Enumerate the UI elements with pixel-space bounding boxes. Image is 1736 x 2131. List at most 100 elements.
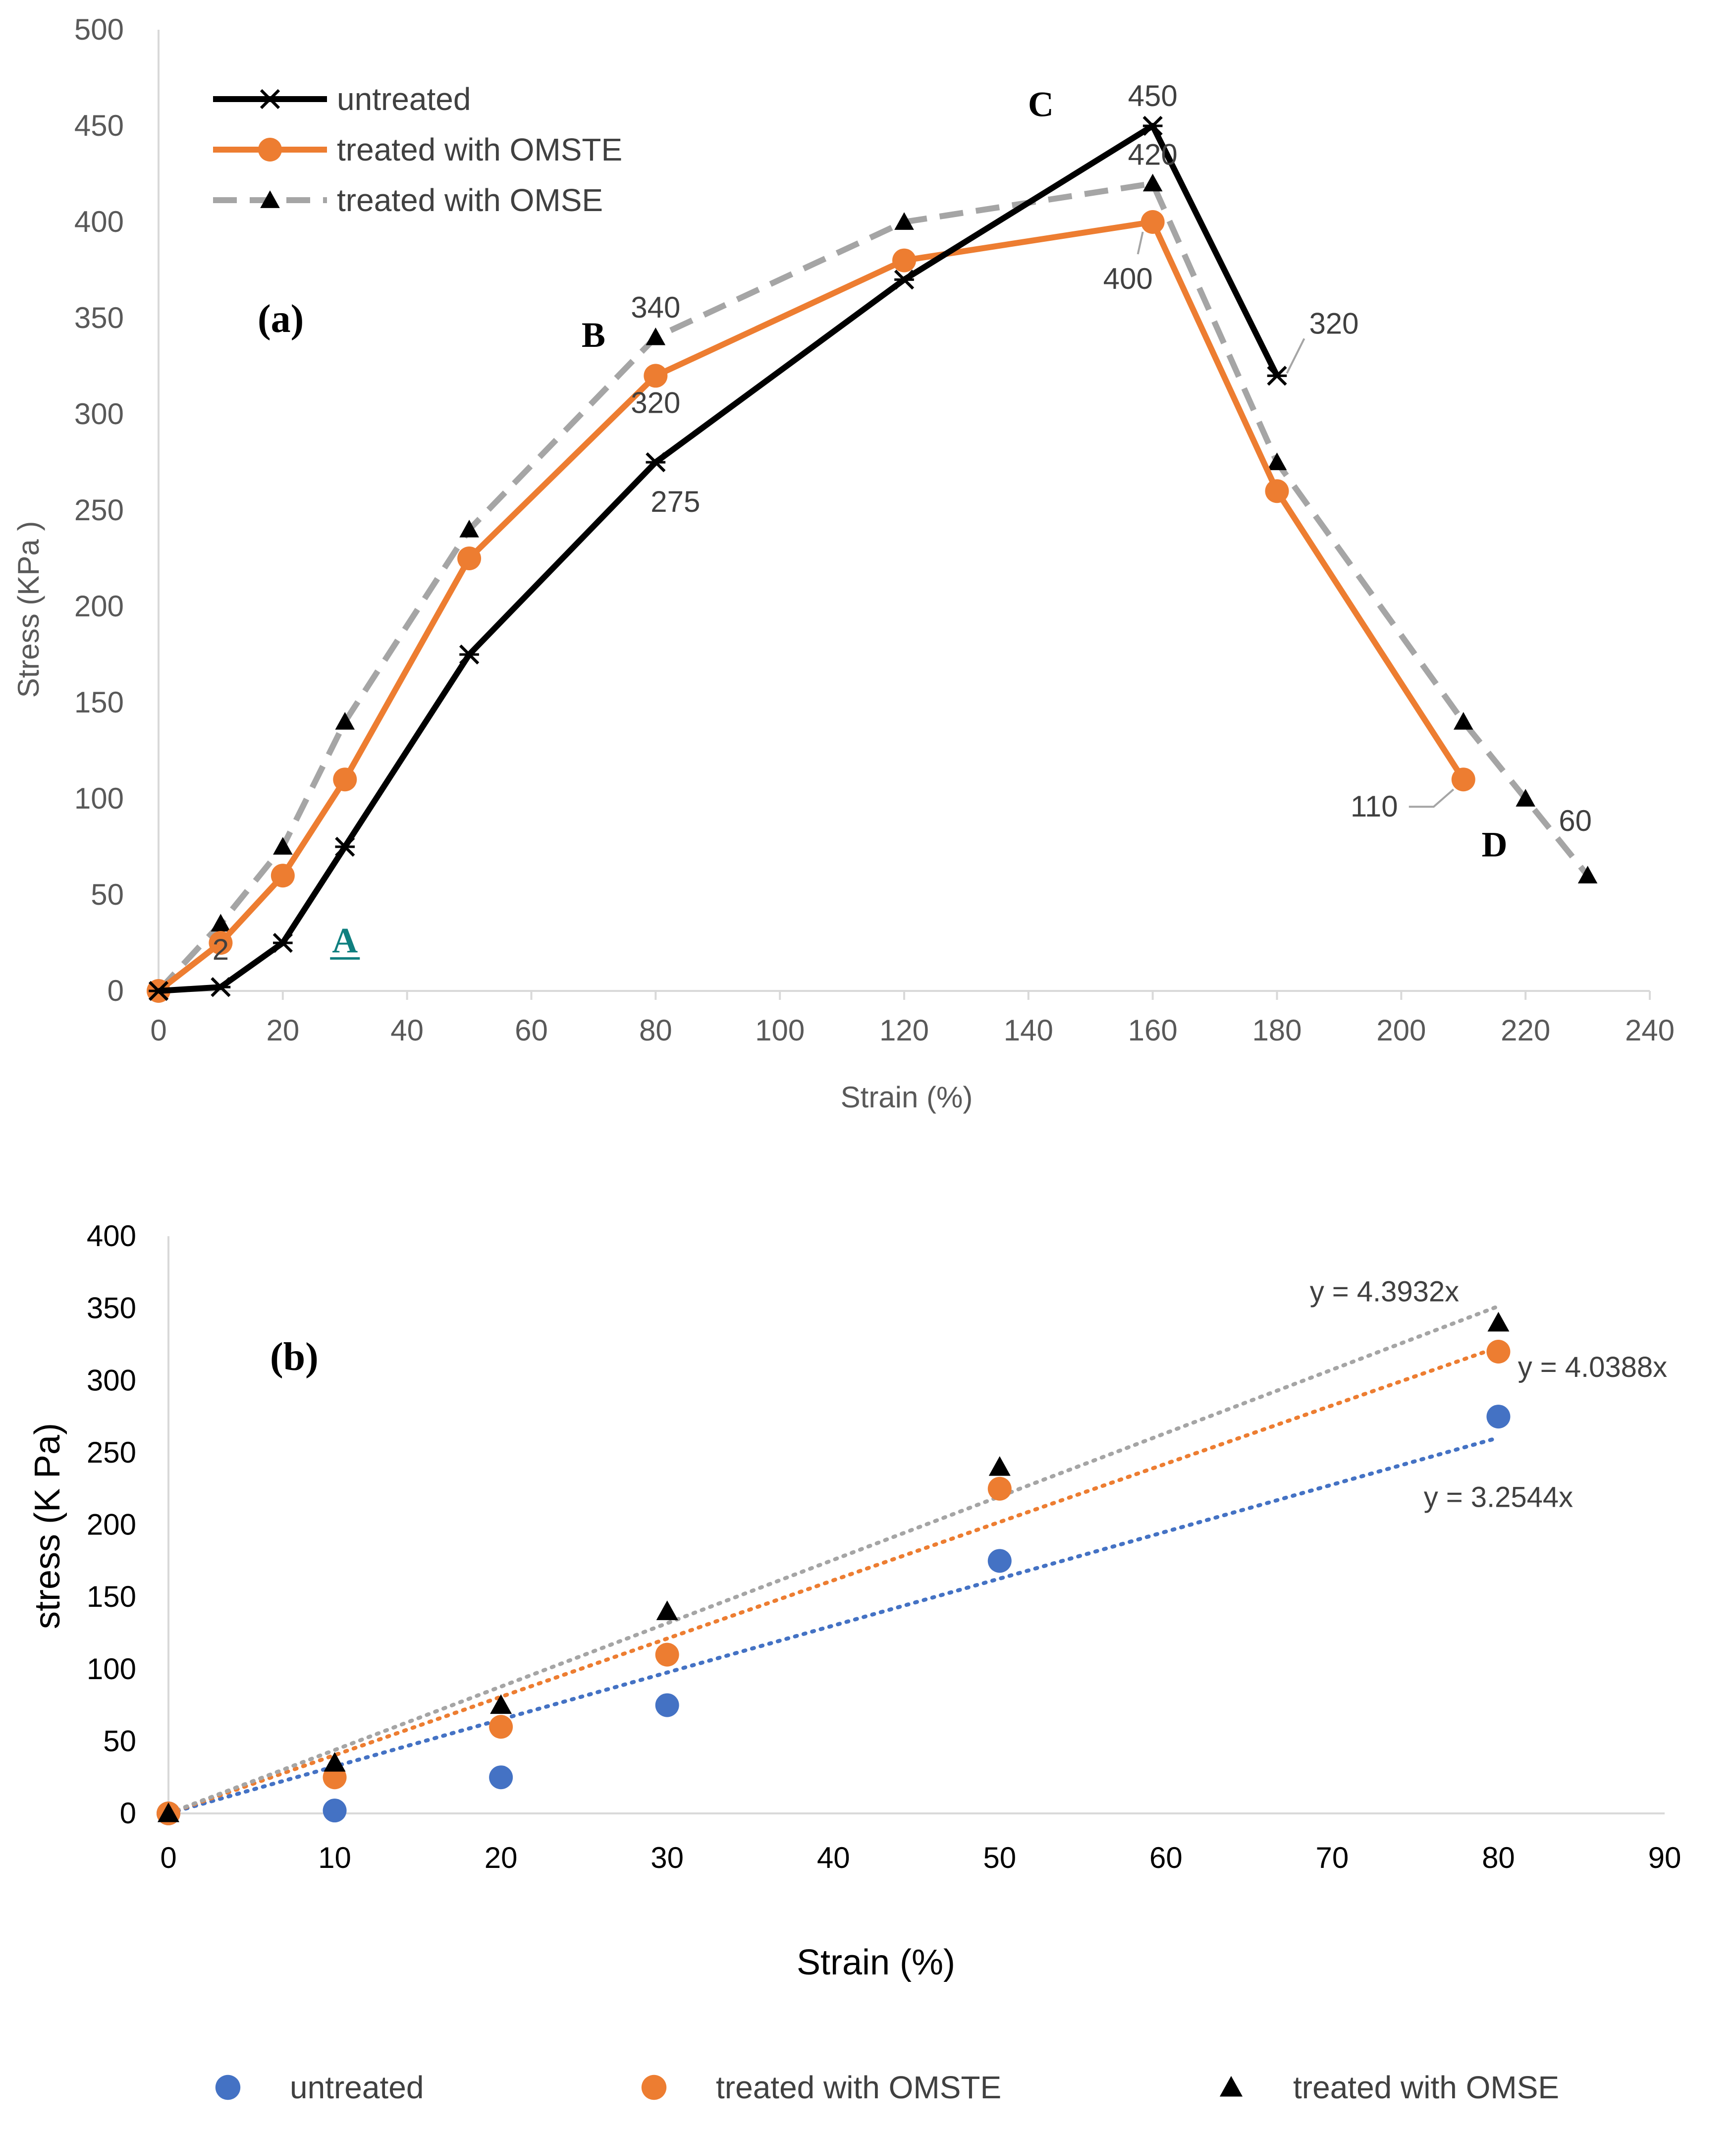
y-tick-label: 350	[87, 1292, 136, 1325]
data-point-treated-with-omste	[1486, 1340, 1511, 1364]
legend-marker	[260, 190, 280, 208]
y-tick-label: 0	[108, 974, 124, 1007]
chart-a-panel-label: (a)	[258, 297, 304, 341]
chart-b: 0 50 100 150 200 250 300 350 400 0 10 20 30 40 50 60 70 8…	[28, 1219, 1681, 2105]
x-tick-label: 40	[817, 1841, 850, 1874]
data-point-treated-with-omse	[324, 1752, 346, 1772]
data-point-treated-with-omste	[987, 1476, 1012, 1501]
leader-line	[1409, 788, 1455, 808]
y-tick-label: 0	[120, 1797, 136, 1830]
y-tick-label: 100	[87, 1652, 136, 1686]
trendline-label-treated-with-omse: y = 4.3932x	[1310, 1275, 1460, 1308]
x-tick-label: 60	[1149, 1841, 1183, 1874]
legend-label: untreated	[290, 2070, 424, 2105]
chart-b-y-axis-title: stress (K Pa)	[28, 1423, 67, 1629]
data-point-treated-with-omste	[655, 1642, 679, 1667]
x-tick-label: 180	[1252, 1014, 1302, 1047]
legend-marker	[1219, 2076, 1243, 2097]
data-point-untreated	[894, 270, 915, 290]
y-tick-label: 50	[103, 1724, 136, 1757]
data-label: 320	[1309, 307, 1358, 340]
legend-item-treated-with-omste: treated with OMSTE	[213, 132, 622, 167]
data-point-treated-with-omse	[1577, 866, 1598, 884]
x-tick-label: 0	[160, 1841, 176, 1874]
data-point-untreated	[1486, 1405, 1511, 1429]
data-point-treated-with-omse	[273, 837, 293, 855]
chart-b-series	[157, 1311, 1511, 1825]
chart-b-panel-label: (b)	[270, 1335, 319, 1379]
data-label: 320	[631, 386, 680, 419]
y-tick-label: 250	[74, 493, 124, 527]
legend-item-untreated: untreated	[213, 81, 471, 117]
chart-b-legend: untreated treated with OMSTE treated with …	[215, 2070, 1559, 2105]
chart-a-series	[147, 115, 1598, 1003]
data-point-untreated	[655, 1693, 679, 1717]
chart-b-x-axis-title: Strain (%)	[797, 1943, 955, 1982]
legend-item-untreated: untreated	[215, 2070, 424, 2105]
trendline-treated-with-omse	[166, 1304, 1501, 1815]
legend-label: untreated	[337, 81, 471, 117]
chart-b-axes: 0 50 100 150 200 250 300 350 400 0 10 20 30 40 50 60 70 8…	[87, 1219, 1681, 1874]
chart-a-y-axis-title: Stress (KPa )	[12, 521, 45, 698]
y-tick-label: 450	[74, 109, 124, 142]
data-point-treated-with-omse	[656, 1600, 678, 1620]
data-point-treated-with-omse	[1487, 1311, 1510, 1332]
data-label: 2	[213, 933, 229, 966]
data-point-untreated	[459, 644, 480, 665]
leader-line	[1137, 231, 1144, 255]
data-point-treated-with-omse	[158, 1803, 179, 1822]
legend-item-treated-with-omste: treated with OMSTE	[641, 2070, 1001, 2105]
data-point-treated-with-omse	[988, 1456, 1011, 1476]
data-point-treated-with-omse	[894, 212, 914, 230]
data-point-treated-with-omse	[1453, 712, 1473, 730]
data-label: 60	[1559, 804, 1592, 837]
data-point-untreated	[1142, 115, 1163, 136]
data-point-untreated	[211, 977, 231, 997]
series-untreated	[148, 115, 1287, 1001]
data-point-treated-with-omse	[490, 1694, 512, 1714]
x-tick-label: 90	[1648, 1841, 1682, 1874]
chart-a-legend: untreated treated with OMSTE treated with …	[213, 81, 622, 218]
series-treated-with-omste	[157, 1340, 1511, 1825]
data-point-treated-with-omse	[335, 712, 355, 730]
x-tick-label: 240	[1625, 1014, 1675, 1047]
y-tick-label: 400	[74, 205, 124, 238]
data-point-treated-with-omse	[211, 914, 231, 932]
x-tick-label: 200	[1376, 1014, 1426, 1047]
trendline-treated-with-omste	[166, 1345, 1501, 1815]
data-label: 400	[1103, 262, 1153, 295]
data-point-treated-with-omste	[209, 931, 233, 955]
series-line-treated-with-omse	[156, 180, 1590, 993]
data-point-untreated	[335, 836, 355, 857]
chart-a: 0 50 100 150 200 250 300 350 400 450 500 0 20 40 60 80 1…	[12, 13, 1675, 1114]
series-line-treated-with-omste	[157, 219, 1466, 993]
y-tick-label: 200	[87, 1508, 136, 1541]
annotation-d: D	[1481, 824, 1507, 864]
x-tick-label: 70	[1316, 1841, 1349, 1874]
data-point-treated-with-omste	[457, 546, 482, 570]
series-treated-with-omse	[149, 173, 1598, 999]
y-tick-label: 150	[87, 1580, 136, 1613]
annotation-c: C	[1028, 85, 1054, 124]
data-point-treated-with-omste	[644, 364, 668, 388]
chart-a-axes: 0 50 100 150 200 250 300 350 400 450 500 0 20 40 60 80 1…	[74, 13, 1675, 1047]
legend-marker	[260, 89, 280, 109]
data-point-untreated	[1267, 366, 1287, 386]
annotation-b: B	[582, 315, 605, 355]
legend-label: treated with OMSE	[1293, 2070, 1559, 2105]
data-point-untreated	[272, 932, 293, 953]
series-line-untreated	[158, 123, 1280, 994]
chart-a-x-axis-title: Strain (%)	[841, 1081, 973, 1114]
series-treated-with-omste	[147, 210, 1475, 1003]
data-point-untreated	[987, 1549, 1012, 1573]
x-tick-label: 50	[983, 1841, 1016, 1874]
data-point-treated-with-omste	[892, 248, 916, 273]
data-point-treated-with-omse	[1142, 173, 1163, 192]
data-point-treated-with-omse	[646, 328, 666, 345]
legend-label: treated with OMSE	[337, 182, 603, 218]
data-label: 110	[1351, 790, 1398, 823]
data-point-treated-with-omste	[1451, 767, 1475, 792]
trendline-label-treated-with-omste: y = 4.0388x	[1518, 1351, 1668, 1383]
data-label: 340	[631, 291, 680, 324]
y-tick-label: 350	[74, 301, 124, 334]
